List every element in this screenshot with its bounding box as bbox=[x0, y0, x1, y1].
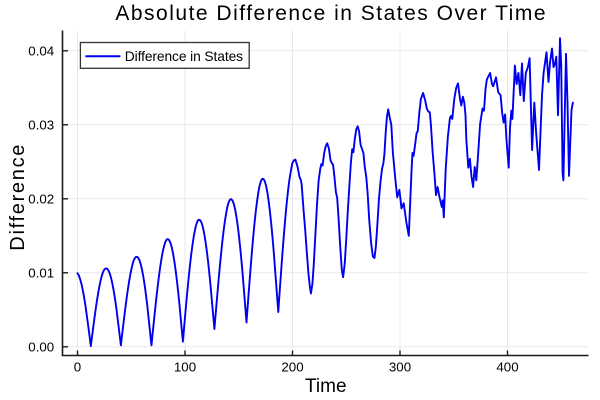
svg-text:Absolute Difference in States: Absolute Difference in States Over Time bbox=[115, 2, 547, 25]
svg-text:Difference in States: Difference in States bbox=[125, 49, 243, 64]
svg-text:Difference: Difference bbox=[7, 143, 29, 251]
svg-text:0: 0 bbox=[74, 360, 81, 375]
svg-text:0.00: 0.00 bbox=[28, 340, 54, 355]
svg-text:0.02: 0.02 bbox=[28, 192, 54, 207]
svg-text:200: 200 bbox=[281, 360, 303, 375]
svg-text:0.01: 0.01 bbox=[28, 266, 54, 281]
svg-text:0.04: 0.04 bbox=[28, 44, 54, 59]
svg-text:0.03: 0.03 bbox=[28, 118, 54, 133]
svg-text:400: 400 bbox=[496, 360, 518, 375]
svg-text:100: 100 bbox=[174, 360, 196, 375]
svg-text:Time: Time bbox=[305, 376, 347, 397]
svg-text:300: 300 bbox=[389, 360, 411, 375]
